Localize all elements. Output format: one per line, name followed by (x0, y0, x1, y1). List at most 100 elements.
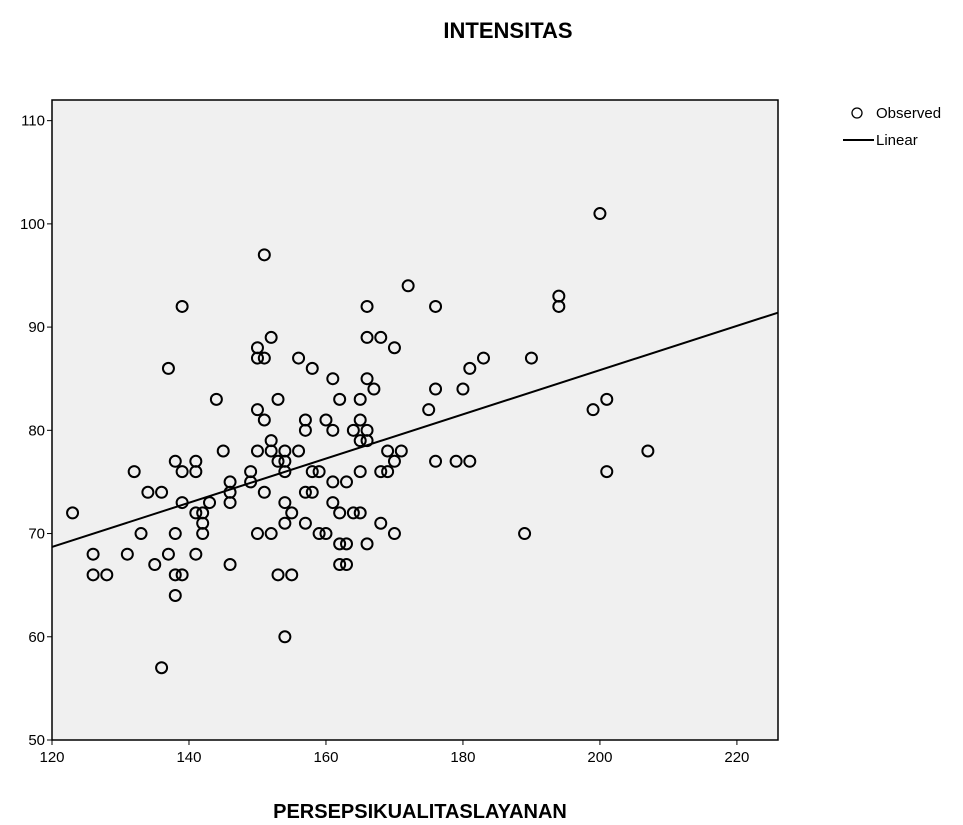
data-point (429, 299, 443, 313)
data-point (264, 330, 278, 344)
data-point (346, 423, 360, 437)
data-point (333, 392, 347, 406)
data-point (326, 475, 340, 489)
data-point (189, 547, 203, 561)
data-point (401, 279, 415, 293)
data-point (518, 527, 532, 541)
data-point (353, 413, 367, 427)
data-point (271, 568, 285, 582)
data-point (175, 299, 189, 313)
data-point (319, 413, 333, 427)
data-point (278, 516, 292, 530)
data-point (381, 444, 395, 458)
legend-label-observed: Observed (876, 105, 941, 122)
data-point (120, 547, 134, 561)
data-point (155, 661, 169, 675)
data-point (429, 382, 443, 396)
data-point (641, 444, 655, 458)
data-point (305, 361, 319, 375)
data-point (257, 485, 271, 499)
data-point (360, 372, 374, 386)
legend: Observed Linear (843, 105, 941, 149)
data-point (326, 423, 340, 437)
data-point (353, 506, 367, 520)
chart-title: INTENSITAS (443, 18, 572, 43)
x-tick-label: 220 (724, 749, 749, 766)
data-point (326, 372, 340, 386)
data-point (524, 351, 538, 365)
data-point (326, 496, 340, 510)
y-tick-label: 110 (21, 113, 45, 130)
x-tick-label: 200 (587, 749, 612, 766)
data-point (196, 527, 210, 541)
y-tick-label: 90 (28, 319, 45, 336)
data-point (353, 465, 367, 479)
data-point (86, 568, 100, 582)
data-point (429, 454, 443, 468)
data-point (600, 392, 614, 406)
data-point (298, 485, 312, 499)
data-point (168, 454, 182, 468)
data-point (340, 475, 354, 489)
plot-area (51, 99, 779, 741)
y-tick-label: 50 (28, 732, 45, 749)
data-point (381, 465, 395, 479)
data-point (175, 465, 189, 479)
data-point (353, 434, 367, 448)
data-point (394, 444, 408, 458)
data-point (161, 361, 175, 375)
data-point (271, 392, 285, 406)
data-point (271, 454, 285, 468)
data-point (285, 568, 299, 582)
data-point (305, 465, 319, 479)
data-point (374, 465, 388, 479)
x-tick-label: 140 (176, 749, 201, 766)
data-point (257, 248, 271, 262)
data-point (312, 465, 326, 479)
y-axis: 50 60 70 80 90 100 110 (20, 113, 52, 749)
data-point (250, 403, 264, 417)
data-point (250, 351, 264, 365)
data-point (593, 207, 607, 221)
data-point (552, 299, 566, 313)
data-point (456, 382, 470, 396)
data-point (387, 527, 401, 541)
y-tick-label: 60 (28, 629, 45, 646)
data-point (285, 506, 299, 520)
data-point (264, 527, 278, 541)
data-point (463, 454, 477, 468)
y-tick-label: 100 (20, 216, 45, 233)
legend-label-linear: Linear (876, 132, 918, 149)
data-point (189, 465, 203, 479)
x-tick-label: 180 (450, 749, 475, 766)
data-point (264, 444, 278, 458)
x-tick-label: 160 (313, 749, 338, 766)
data-points (66, 207, 655, 675)
data-point (600, 465, 614, 479)
data-point (127, 465, 141, 479)
data-point (66, 506, 80, 520)
data-point (387, 341, 401, 355)
data-point (168, 527, 182, 541)
data-point (374, 330, 388, 344)
data-point (86, 547, 100, 561)
data-point (278, 630, 292, 644)
data-point (312, 527, 326, 541)
data-point (346, 506, 360, 520)
x-tick-label: 120 (39, 749, 64, 766)
data-point (340, 537, 354, 551)
data-point (340, 558, 354, 572)
data-point (298, 423, 312, 437)
data-point (175, 568, 189, 582)
data-point (141, 485, 155, 499)
data-point (216, 444, 230, 458)
data-point (333, 558, 347, 572)
data-point (463, 361, 477, 375)
data-point (223, 558, 237, 572)
y-tick-label: 80 (28, 422, 45, 439)
data-point (209, 392, 223, 406)
legend-marker-observed (851, 107, 863, 119)
data-point (189, 506, 203, 520)
data-point (367, 382, 381, 396)
